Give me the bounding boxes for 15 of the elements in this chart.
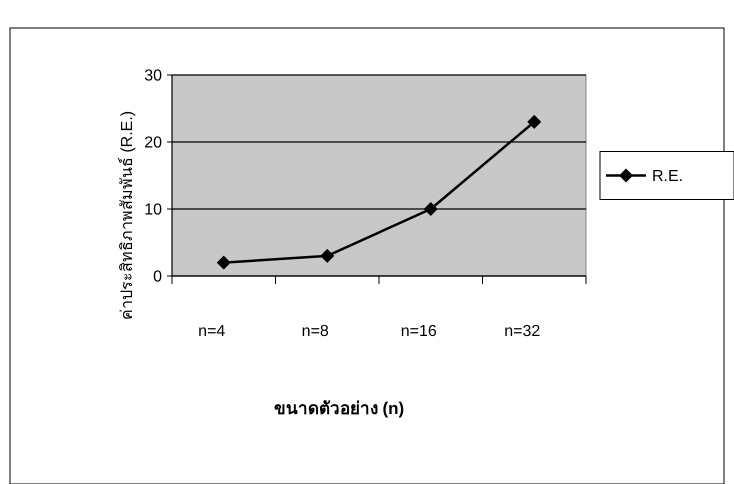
y-axis-title: ค่าประสิทธิภาพสัมพันธ์ (R.E.) [117,110,136,320]
x-axis-title: ขนาดตัวอย่าง (n) [274,399,404,418]
y-tick-label: 0 [153,268,162,286]
point [527,114,542,129]
x-tick-label: n=16 [400,323,437,340]
y-tick-label: 30 [144,68,162,85]
point [216,256,231,270]
y-tick-label: 20 [144,134,162,152]
x-tick-label: n=8 [302,323,329,340]
y-tick-label: 10 [144,202,162,219]
point [424,202,438,216]
x-tick-label: n=4 [198,323,226,340]
point [320,248,334,263]
x-tick-label: n=32 [504,323,540,340]
legend-label: R.E. [652,168,684,186]
